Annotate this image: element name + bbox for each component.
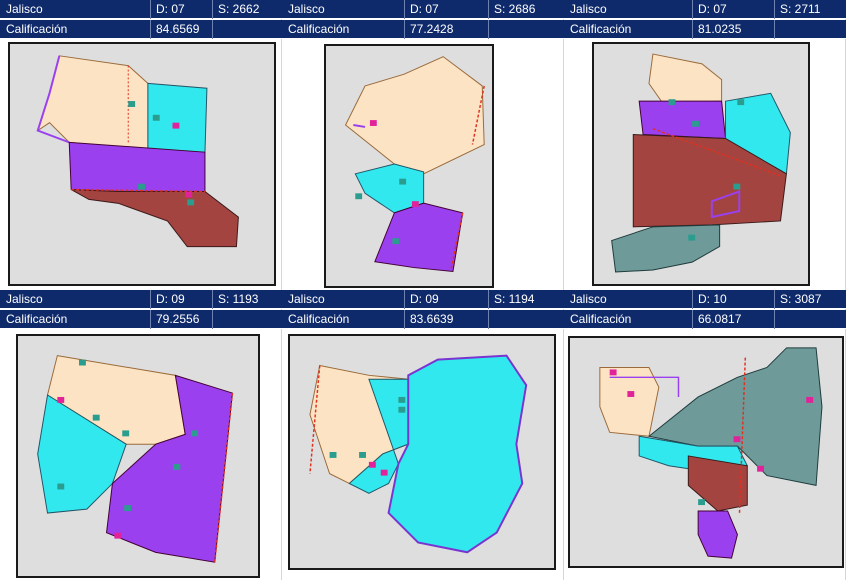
map-svg	[36, 55, 239, 248]
score-label: Calificación	[570, 22, 632, 36]
section-panel-1193: Jalisco D: 09 S: 1193 Calificación 79.25…	[0, 290, 282, 580]
score-value: 77.2428	[410, 22, 454, 36]
house-marker-icon	[355, 193, 363, 200]
map-svg	[344, 56, 485, 272]
section-label: S: 1194	[494, 292, 535, 306]
panel-header-row-1: Jalisco D: 09 S: 1194	[282, 290, 564, 309]
panel-header-row-1: Jalisco D: 09 S: 1193	[0, 290, 282, 309]
district-label: D: 07	[410, 2, 439, 16]
district-label: D: 10	[698, 292, 727, 306]
house-marker-icon	[124, 505, 132, 512]
house-marker-icon	[806, 396, 814, 403]
state-label: Jalisco	[6, 292, 43, 306]
house-marker-icon	[737, 99, 745, 106]
map-svg	[599, 347, 823, 559]
state-label: Jalisco	[288, 2, 325, 16]
house-marker-icon	[78, 359, 86, 366]
section-map[interactable]	[8, 42, 276, 286]
house-marker-icon	[398, 396, 406, 403]
house-marker-icon	[668, 99, 676, 106]
section-label: S: 2711	[780, 2, 821, 16]
house-marker-icon	[191, 430, 198, 437]
panel-header-row-2: Calificación 83.6639	[282, 310, 564, 329]
house-marker-icon	[152, 114, 160, 121]
house-marker-icon	[114, 532, 122, 539]
section-map[interactable]	[16, 334, 260, 578]
house-marker-icon	[138, 183, 145, 190]
section-panel-2686: Jalisco D: 07 S: 2686 Calificación 77.24…	[282, 0, 564, 290]
house-marker-icon	[692, 120, 700, 127]
house-marker-icon	[329, 452, 337, 458]
section-map[interactable]	[592, 42, 810, 286]
house-marker-icon	[411, 201, 419, 208]
section-label: S: 2662	[218, 2, 260, 16]
district-label: D: 07	[156, 2, 185, 16]
house-marker-icon	[173, 463, 181, 470]
map-svg	[611, 53, 791, 273]
house-marker-icon	[128, 101, 136, 107]
panel-header-row-2: Calificación 81.0235	[564, 20, 846, 39]
house-marker-icon	[122, 430, 130, 437]
house-marker-icon	[92, 414, 100, 421]
house-marker-icon	[172, 122, 180, 129]
house-marker-icon	[368, 461, 376, 468]
map-svg	[309, 354, 528, 554]
score-value: 81.0235	[698, 22, 742, 36]
score-label: Calificación	[288, 22, 350, 36]
panel-header-row-1: Jalisco D: 07 S: 2662	[0, 0, 282, 19]
section-label: S: 2686	[494, 2, 536, 16]
house-marker-icon	[187, 199, 195, 206]
house-marker-icon	[369, 120, 377, 126]
panel-header-row-2: Calificación 84.6569	[0, 20, 282, 39]
district-label: D: 09	[410, 292, 439, 306]
score-value: 83.6639	[410, 312, 454, 326]
score-label: Calificación	[288, 312, 350, 326]
panel-header-row-2: Calificación 66.0817	[564, 310, 846, 329]
house-marker-icon	[733, 436, 741, 443]
house-marker-icon	[398, 406, 406, 413]
section-map[interactable]	[324, 44, 494, 288]
house-marker-icon	[392, 238, 400, 245]
section-panel-3087: Jalisco D: 10 S: 3087 Calificación 66.08…	[564, 290, 846, 580]
house-marker-icon	[185, 191, 193, 198]
score-label: Calificación	[6, 312, 68, 326]
house-marker-icon	[733, 183, 741, 190]
section-panel-2711: Jalisco D: 07 S: 2711 Calificación 81.02…	[564, 0, 846, 290]
section-label: S: 1193	[218, 292, 259, 306]
section-panel-1194: Jalisco D: 09 S: 1194 Calificación 83.66…	[282, 290, 564, 580]
section-panel-2662: Jalisco D: 07 S: 2662 Calificación 84.65…	[0, 0, 282, 290]
house-marker-icon	[627, 391, 635, 397]
district-label: D: 09	[156, 292, 185, 306]
house-marker-icon	[359, 452, 366, 458]
score-value: 84.6569	[156, 22, 200, 36]
map-svg	[37, 355, 234, 563]
panel-header-row-2: Calificación 79.2556	[0, 310, 282, 329]
section-map[interactable]	[568, 336, 844, 568]
panel-header-row-1: Jalisco D: 07 S: 2686	[282, 0, 564, 19]
house-marker-icon	[688, 234, 696, 241]
panel-header-row-1: Jalisco D: 10 S: 3087	[564, 290, 846, 309]
score-value: 79.2556	[156, 312, 200, 326]
section-label: S: 3087	[780, 292, 822, 306]
state-label: Jalisco	[570, 292, 607, 306]
state-label: Jalisco	[6, 2, 43, 16]
house-marker-icon	[698, 499, 706, 506]
house-marker-icon	[57, 396, 65, 403]
house-marker-icon	[399, 178, 407, 185]
score-value: 66.0817	[698, 312, 742, 326]
panel-header-row-1: Jalisco D: 07 S: 2711	[564, 0, 846, 19]
panel-header-row-2: Calificación 77.2428	[282, 20, 564, 39]
house-marker-icon	[380, 469, 388, 476]
section-map[interactable]	[288, 334, 556, 570]
district-label: D: 07	[698, 2, 727, 16]
house-marker-icon	[57, 483, 65, 490]
house-marker-icon	[609, 369, 617, 376]
house-marker-icon	[757, 465, 764, 472]
state-label: Jalisco	[288, 292, 325, 306]
state-label: Jalisco	[570, 2, 607, 16]
score-label: Calificación	[570, 312, 632, 326]
score-label: Calificación	[6, 22, 68, 36]
